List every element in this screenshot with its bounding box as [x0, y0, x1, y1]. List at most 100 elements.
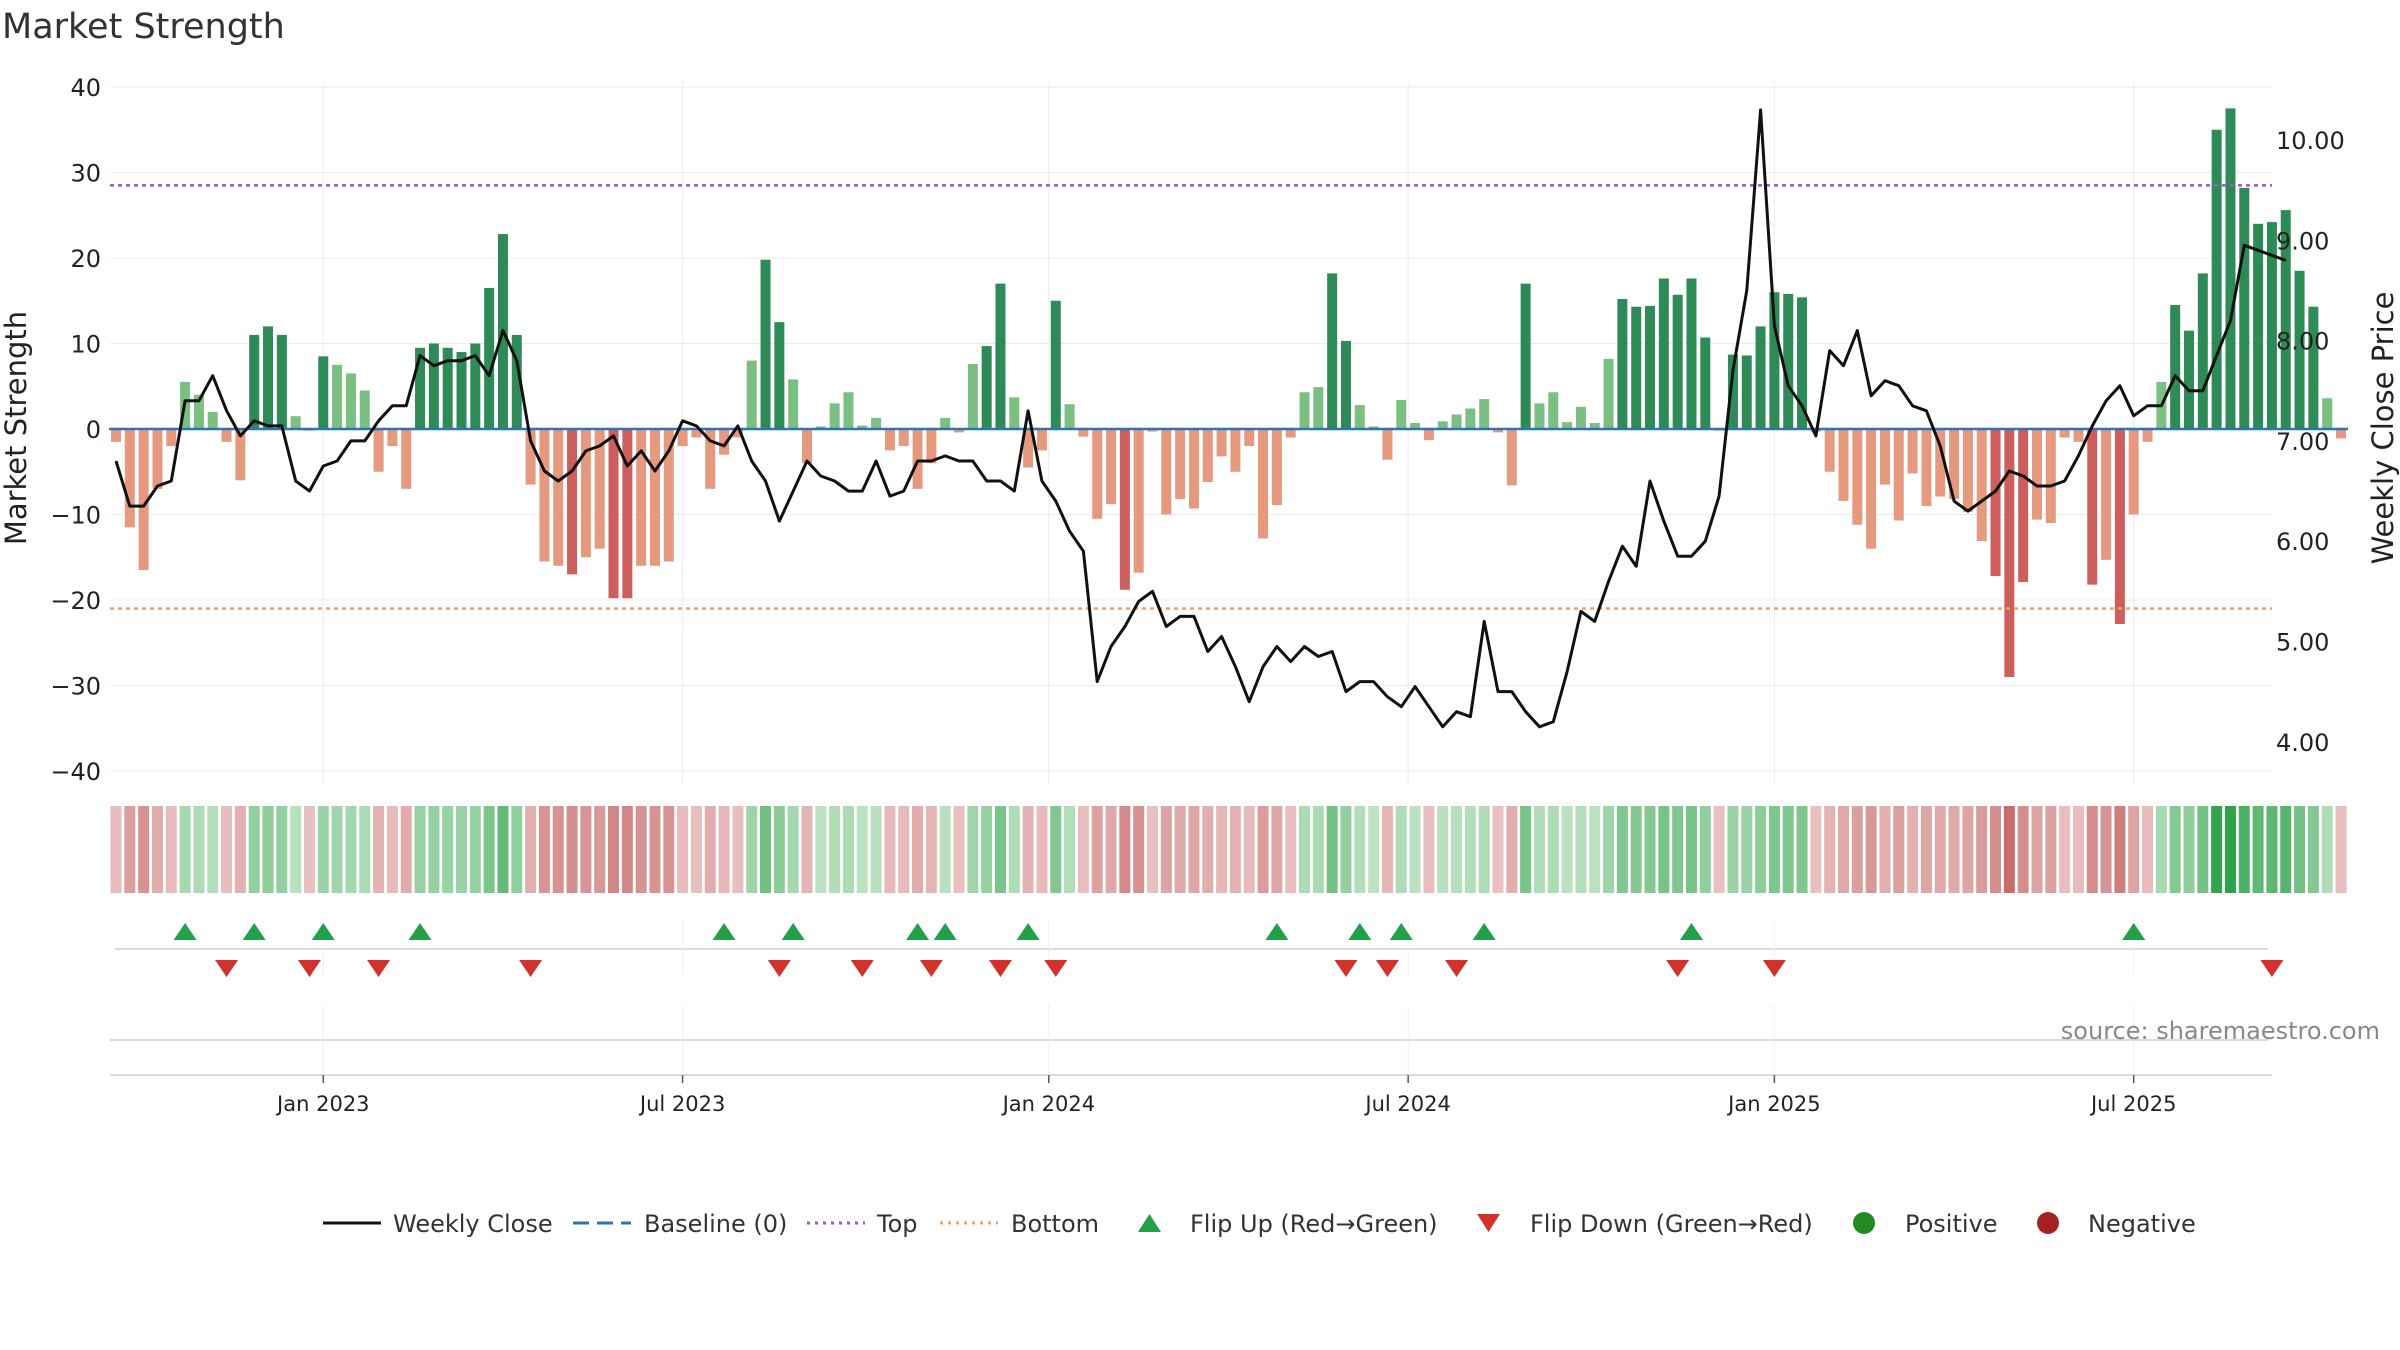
heat-cell-53	[842, 806, 854, 893]
weekly-close-line	[114, 108, 2287, 729]
strength-bar-135	[1976, 429, 1987, 542]
heat-cell-64	[994, 806, 1006, 893]
heat-cell-100	[1492, 806, 1504, 893]
strength-bar-78	[1188, 429, 1199, 509]
strength-bar-117	[1727, 354, 1738, 429]
heat-cell-6	[193, 806, 205, 893]
flip-up-marker-5	[781, 923, 805, 940]
strength-heat-strip	[110, 806, 2347, 893]
heat-cell-140	[2045, 806, 2057, 893]
heat-cell-136	[1990, 806, 2002, 893]
strength-bar-149	[2170, 305, 2181, 429]
legend-label-bottom: Bottom	[1011, 1210, 1099, 1238]
heat-cell-12	[276, 806, 288, 893]
flip-up-marker-0	[173, 923, 197, 940]
legend-swatch-flip-up	[1138, 1214, 1161, 1232]
strength-bar-0	[111, 429, 121, 442]
strength-bar-45	[732, 429, 743, 438]
heat-cell-114	[1685, 806, 1697, 893]
strength-bar-136	[1990, 429, 2001, 577]
y-tick-left-7: −30	[50, 673, 101, 701]
heat-cell-49	[787, 806, 799, 893]
heat-cell-33	[566, 806, 578, 893]
legend-label-positive: Positive	[1905, 1210, 1998, 1238]
flip-down-marker-6	[919, 960, 943, 977]
strength-bar-63	[981, 346, 992, 429]
strength-bar-81	[1230, 429, 1241, 472]
heat-cell-24	[442, 806, 454, 893]
y-tick-right-3: 7.00	[2276, 428, 2329, 456]
strength-bar-124	[1824, 429, 1835, 472]
flip-up-marker-1	[242, 923, 266, 940]
strength-bar-65	[1009, 397, 1020, 429]
heat-cell-26	[469, 806, 481, 893]
strength-bar-87	[1313, 387, 1324, 429]
strength-bar-127	[1866, 429, 1877, 549]
heat-cell-104	[1547, 806, 1559, 893]
heat-cell-2	[138, 806, 150, 893]
legend: Weekly Close Baseline (0) Top Bottom Fli…	[323, 1210, 2196, 1238]
heat-cell-42	[690, 806, 702, 893]
strength-bar-47	[760, 259, 771, 429]
heat-cell-56	[884, 806, 896, 893]
flip-down-marker-1	[297, 960, 321, 977]
strength-bar-160	[2322, 398, 2333, 429]
strength-bar-144	[2101, 429, 2112, 560]
strength-bar-31	[539, 429, 550, 562]
heat-cell-78	[1188, 806, 1200, 893]
strength-bar-109	[1617, 299, 1628, 429]
strength-bar-68	[1050, 300, 1061, 429]
strength-bar-84	[1271, 429, 1282, 506]
strength-bar-15	[318, 356, 329, 429]
heat-cell-130	[1907, 806, 1919, 893]
heat-cell-79	[1202, 806, 1214, 893]
heat-cell-108	[1603, 806, 1615, 893]
heat-cell-73	[1119, 806, 1131, 893]
strength-bar-38	[636, 429, 647, 566]
strength-bar-32	[553, 429, 564, 566]
strength-bar-95	[1423, 429, 1434, 441]
heat-cell-76	[1160, 806, 1172, 893]
strength-bar-151	[2197, 273, 2208, 429]
heat-cell-151	[2197, 806, 2209, 893]
strength-bar-104	[1548, 392, 1559, 429]
strength-bar-74	[1133, 429, 1144, 573]
heat-cell-35	[594, 806, 606, 893]
strength-bar-120	[1769, 292, 1780, 429]
x-tick-label-5: Jul 2025	[2089, 1092, 2176, 1116]
heat-cell-139	[2031, 806, 2043, 893]
strength-bar-139	[2031, 429, 2042, 520]
heat-cell-50	[801, 806, 813, 893]
strength-bar-55	[871, 417, 882, 429]
flip-down-marker-5	[850, 960, 874, 977]
y-tick-left-2: 20	[70, 245, 101, 273]
heat-cell-85	[1285, 806, 1297, 893]
strength-bar-44	[719, 429, 730, 455]
strength-bar-8	[221, 429, 232, 442]
heat-cell-75	[1147, 806, 1158, 893]
heat-cell-89	[1340, 806, 1352, 893]
heat-cell-72	[1105, 806, 1117, 893]
strength-bar-24	[442, 347, 453, 429]
heat-cell-92	[1381, 806, 1393, 893]
heat-cell-144	[2100, 806, 2112, 893]
heat-cell-106	[1575, 806, 1587, 893]
strength-bar-23	[428, 343, 439, 429]
reference-lines	[109, 184, 2348, 610]
strength-bar-20	[387, 429, 398, 447]
flip-up-marker-4	[712, 923, 736, 940]
heat-cell-7	[207, 806, 219, 893]
heat-cell-20	[386, 806, 398, 893]
strength-bar-42	[691, 429, 702, 438]
heat-cell-14	[303, 806, 315, 893]
y-tick-left-8: −40	[50, 758, 101, 786]
strength-bar-40	[663, 429, 674, 562]
flip-up-marker-11	[1389, 923, 1413, 940]
heat-cell-51	[815, 806, 827, 893]
flip-down-marker-14	[2260, 960, 2284, 977]
strength-bar-106	[1575, 406, 1586, 429]
heat-cell-94	[1409, 806, 1421, 893]
strength-bar-118	[1741, 355, 1752, 429]
heat-cell-69	[1064, 806, 1076, 893]
heat-cell-138	[2017, 806, 2029, 893]
